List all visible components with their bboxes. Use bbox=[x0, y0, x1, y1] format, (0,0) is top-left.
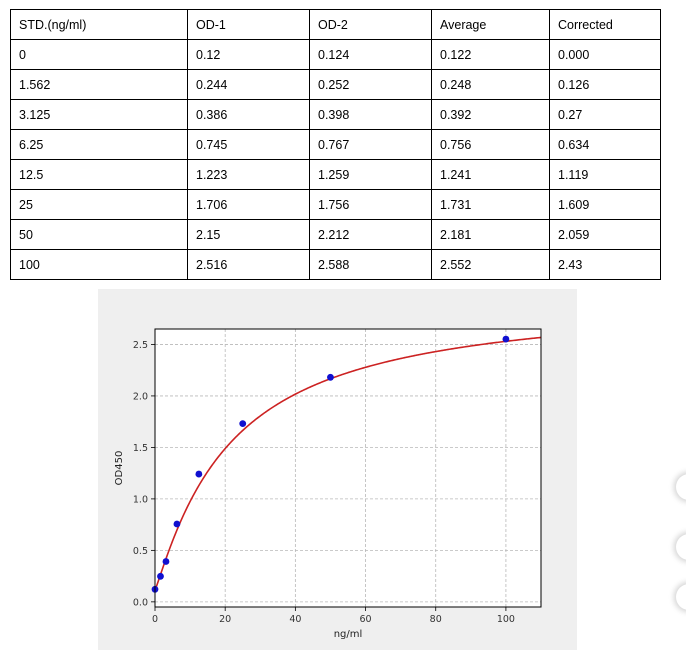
header-cell: Corrected bbox=[549, 9, 661, 40]
table-cell: 0.634 bbox=[549, 129, 661, 160]
table-cell: 0.248 bbox=[431, 69, 550, 100]
table-cell: 0.27 bbox=[549, 99, 661, 130]
table-cell: 2.552 bbox=[431, 249, 550, 280]
table-row: 0 0.12 0.124 0.122 0.000 bbox=[10, 39, 661, 70]
table-cell: 0.756 bbox=[431, 129, 550, 160]
table-cell: 50 bbox=[10, 219, 188, 250]
table-row: 100 2.516 2.588 2.552 2.43 bbox=[10, 249, 661, 280]
edge-circle-decoration bbox=[676, 534, 686, 560]
x-axis-label: ng/ml bbox=[334, 629, 363, 640]
table-cell: 2.059 bbox=[549, 219, 661, 250]
table-cell: 2.181 bbox=[431, 219, 550, 250]
edge-circle-decoration bbox=[676, 474, 686, 500]
data-point bbox=[239, 420, 247, 428]
table-cell: 1.241 bbox=[431, 159, 550, 190]
table-cell: 0.252 bbox=[309, 69, 432, 100]
table-row: 1.562 0.244 0.252 0.248 0.126 bbox=[10, 69, 661, 100]
y-tick-label: 0.5 bbox=[133, 546, 148, 557]
standard-curve-table: STD.(ng/ml) OD-1 OD-2 Average Corrected 0 0.12… bbox=[10, 9, 661, 280]
table-cell: 2.588 bbox=[309, 249, 432, 280]
chart-panel: 0 20 40 60 80 100 0.0 0.5 1.0 1.5 2.0 2.5 ng/ml OD450 bbox=[98, 289, 577, 650]
table-body: STD.(ng/ml) OD-1 OD-2 Average Corrected 0 0.12… bbox=[10, 9, 661, 280]
header-cell: STD.(ng/ml) bbox=[10, 9, 188, 40]
header-row: STD.(ng/ml) OD-1 OD-2 Average Corrected bbox=[10, 9, 661, 40]
table-cell: 1.609 bbox=[549, 189, 661, 220]
x-tick-label: 100 bbox=[497, 614, 515, 625]
table-cell: 0.244 bbox=[187, 69, 310, 100]
table-cell: 1.731 bbox=[431, 189, 550, 220]
header-cell: Average bbox=[431, 9, 550, 40]
data-point bbox=[327, 373, 334, 381]
y-axis-label: OD450 bbox=[114, 451, 125, 486]
data-point bbox=[173, 520, 181, 528]
table-cell: 2.15 bbox=[187, 219, 310, 250]
y-tick-label: 1.0 bbox=[133, 494, 148, 505]
plot-area bbox=[155, 329, 541, 607]
table-cell: 1.119 bbox=[549, 159, 661, 190]
x-tick-label: 80 bbox=[430, 614, 442, 625]
data-point bbox=[157, 572, 164, 580]
table-row: 25 1.706 1.756 1.731 1.609 bbox=[10, 189, 661, 220]
y-tick-label: 2.5 bbox=[133, 340, 148, 351]
table-cell: 1.259 bbox=[309, 159, 432, 190]
edge-circle-decoration bbox=[676, 584, 686, 610]
table-cell: 0.398 bbox=[309, 99, 432, 130]
data-point bbox=[195, 470, 203, 478]
table-cell: 0 bbox=[10, 39, 188, 70]
table-cell: 1.223 bbox=[187, 159, 310, 190]
table-cell: 0.392 bbox=[431, 99, 550, 130]
table-row: 6.25 0.745 0.767 0.756 0.634 bbox=[10, 129, 661, 160]
x-tick-label: 20 bbox=[219, 614, 231, 625]
x-tick-label: 0 bbox=[152, 614, 158, 625]
y-tick-label: 2.0 bbox=[133, 391, 148, 402]
table-row: 3.125 0.386 0.398 0.392 0.27 bbox=[10, 99, 661, 130]
data-point bbox=[502, 335, 510, 343]
table-row: 12.5 1.223 1.259 1.241 1.119 bbox=[10, 159, 661, 190]
table-cell: 100 bbox=[10, 249, 188, 280]
header-cell: OD-1 bbox=[187, 9, 310, 40]
table-cell: 1.756 bbox=[309, 189, 432, 220]
table-cell: 1.706 bbox=[187, 189, 310, 220]
table-cell: 0.126 bbox=[549, 69, 661, 100]
table-cell: 12.5 bbox=[10, 159, 188, 190]
table-cell: 2.43 bbox=[549, 249, 661, 280]
table-cell: 0.124 bbox=[309, 39, 432, 70]
table-cell: 0.745 bbox=[187, 129, 310, 160]
standard-curve-chart: 0 20 40 60 80 100 0.0 0.5 1.0 1.5 2.0 2.5 ng/ml OD450 bbox=[114, 328, 542, 640]
table-cell: 0.122 bbox=[431, 39, 550, 70]
data-point bbox=[162, 558, 170, 565]
table-cell: 1.562 bbox=[10, 69, 188, 100]
table-cell: 0.767 bbox=[309, 129, 432, 160]
fit-curve-line bbox=[154, 336, 542, 591]
y-tick-label: 1.5 bbox=[133, 443, 148, 454]
x-tick-label: 60 bbox=[359, 614, 371, 625]
table-cell: 2.516 bbox=[187, 249, 310, 280]
table-cell: 3.125 bbox=[10, 99, 188, 130]
table-cell: 25 bbox=[10, 189, 188, 220]
y-tick-label: 0.0 bbox=[133, 597, 148, 608]
table-row: 50 2.15 2.212 2.181 2.059 bbox=[10, 219, 661, 250]
table-cell: 6.25 bbox=[10, 129, 188, 160]
x-tick-label: 40 bbox=[289, 614, 301, 625]
table-cell: 2.212 bbox=[309, 219, 432, 250]
table-cell: 0.000 bbox=[549, 39, 661, 70]
table-cell: 0.12 bbox=[187, 39, 310, 70]
header-cell: OD-2 bbox=[309, 9, 432, 40]
table-cell: 0.386 bbox=[187, 99, 310, 130]
plot-frame bbox=[154, 328, 542, 608]
